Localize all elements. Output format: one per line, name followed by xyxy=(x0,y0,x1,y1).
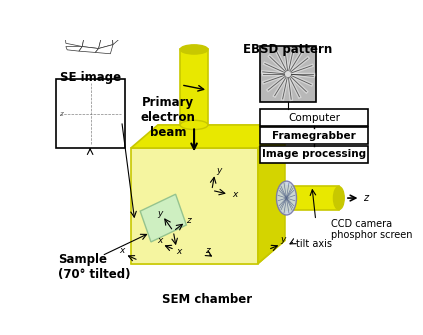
Text: Primary
electron
beam: Primary electron beam xyxy=(140,95,195,139)
Text: x: x xyxy=(157,236,163,245)
Text: Image processing: Image processing xyxy=(262,149,366,159)
Ellipse shape xyxy=(180,120,208,130)
Polygon shape xyxy=(140,194,187,242)
Text: Computer: Computer xyxy=(288,113,340,123)
Text: y: y xyxy=(157,209,163,218)
Polygon shape xyxy=(131,125,285,148)
Text: z: z xyxy=(205,247,209,256)
FancyBboxPatch shape xyxy=(56,79,125,148)
Ellipse shape xyxy=(280,187,290,210)
FancyBboxPatch shape xyxy=(260,110,368,126)
Polygon shape xyxy=(76,9,92,30)
Text: SEM chamber: SEM chamber xyxy=(162,293,252,306)
Polygon shape xyxy=(95,45,113,54)
Polygon shape xyxy=(65,0,79,12)
Polygon shape xyxy=(79,47,99,53)
Polygon shape xyxy=(105,0,118,12)
Polygon shape xyxy=(89,0,108,12)
Text: z: z xyxy=(363,193,368,203)
Text: x: x xyxy=(88,74,93,80)
Text: tilt axis: tilt axis xyxy=(297,239,332,249)
Polygon shape xyxy=(65,24,85,47)
Polygon shape xyxy=(66,47,82,51)
FancyBboxPatch shape xyxy=(260,127,368,144)
Polygon shape xyxy=(258,125,285,264)
Polygon shape xyxy=(180,50,208,125)
Text: y: y xyxy=(280,235,285,244)
Text: y: y xyxy=(217,166,222,175)
Polygon shape xyxy=(108,12,118,45)
Text: CCD camera
phosphor screen: CCD camera phosphor screen xyxy=(331,219,412,241)
Polygon shape xyxy=(131,241,285,264)
Text: SE image: SE image xyxy=(60,71,121,84)
Ellipse shape xyxy=(285,71,291,77)
Polygon shape xyxy=(65,11,78,29)
Text: Framegrabber: Framegrabber xyxy=(272,131,356,141)
Text: z: z xyxy=(186,216,191,225)
Ellipse shape xyxy=(277,181,297,215)
FancyBboxPatch shape xyxy=(260,46,316,102)
Polygon shape xyxy=(99,30,113,49)
Text: z: z xyxy=(59,111,63,117)
Text: EBSD pattern: EBSD pattern xyxy=(243,43,332,56)
Text: Sample
(70° tilted): Sample (70° tilted) xyxy=(58,253,130,281)
Polygon shape xyxy=(78,0,92,12)
Polygon shape xyxy=(131,148,258,264)
Polygon shape xyxy=(82,27,102,49)
Text: x: x xyxy=(119,247,124,256)
Ellipse shape xyxy=(180,45,208,54)
Text: x: x xyxy=(232,190,237,199)
Polygon shape xyxy=(89,9,112,36)
FancyBboxPatch shape xyxy=(260,146,368,162)
Ellipse shape xyxy=(333,187,344,210)
Polygon shape xyxy=(285,187,339,210)
Text: x: x xyxy=(176,248,181,257)
